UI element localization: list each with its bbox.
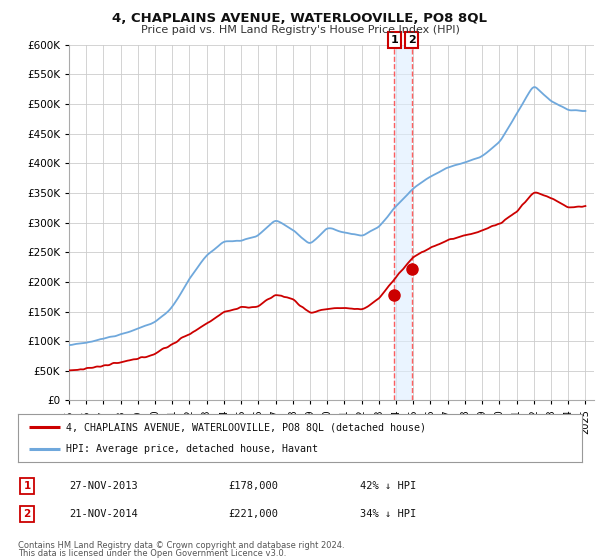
Text: 42% ↓ HPI: 42% ↓ HPI: [360, 481, 416, 491]
Text: 27-NOV-2013: 27-NOV-2013: [69, 481, 138, 491]
Bar: [394, 45, 412, 400]
Text: 2: 2: [407, 35, 415, 45]
Text: 34% ↓ HPI: 34% ↓ HPI: [360, 509, 416, 519]
Text: 4, CHAPLAINS AVENUE, WATERLOOVILLE, PO8 8QL (detached house): 4, CHAPLAINS AVENUE, WATERLOOVILLE, PO8 …: [66, 422, 426, 432]
Text: HPI: Average price, detached house, Havant: HPI: Average price, detached house, Hava…: [66, 444, 318, 454]
Text: 21-NOV-2014: 21-NOV-2014: [69, 509, 138, 519]
Text: £178,000: £178,000: [228, 481, 278, 491]
Text: 1: 1: [23, 481, 31, 491]
Text: £221,000: £221,000: [228, 509, 278, 519]
Text: 1: 1: [391, 35, 398, 45]
Text: Contains HM Land Registry data © Crown copyright and database right 2024.: Contains HM Land Registry data © Crown c…: [18, 541, 344, 550]
Text: 4, CHAPLAINS AVENUE, WATERLOOVILLE, PO8 8QL: 4, CHAPLAINS AVENUE, WATERLOOVILLE, PO8 …: [113, 12, 487, 25]
Text: Price paid vs. HM Land Registry's House Price Index (HPI): Price paid vs. HM Land Registry's House …: [140, 25, 460, 35]
Text: This data is licensed under the Open Government Licence v3.0.: This data is licensed under the Open Gov…: [18, 549, 286, 558]
Text: 2: 2: [23, 509, 31, 519]
